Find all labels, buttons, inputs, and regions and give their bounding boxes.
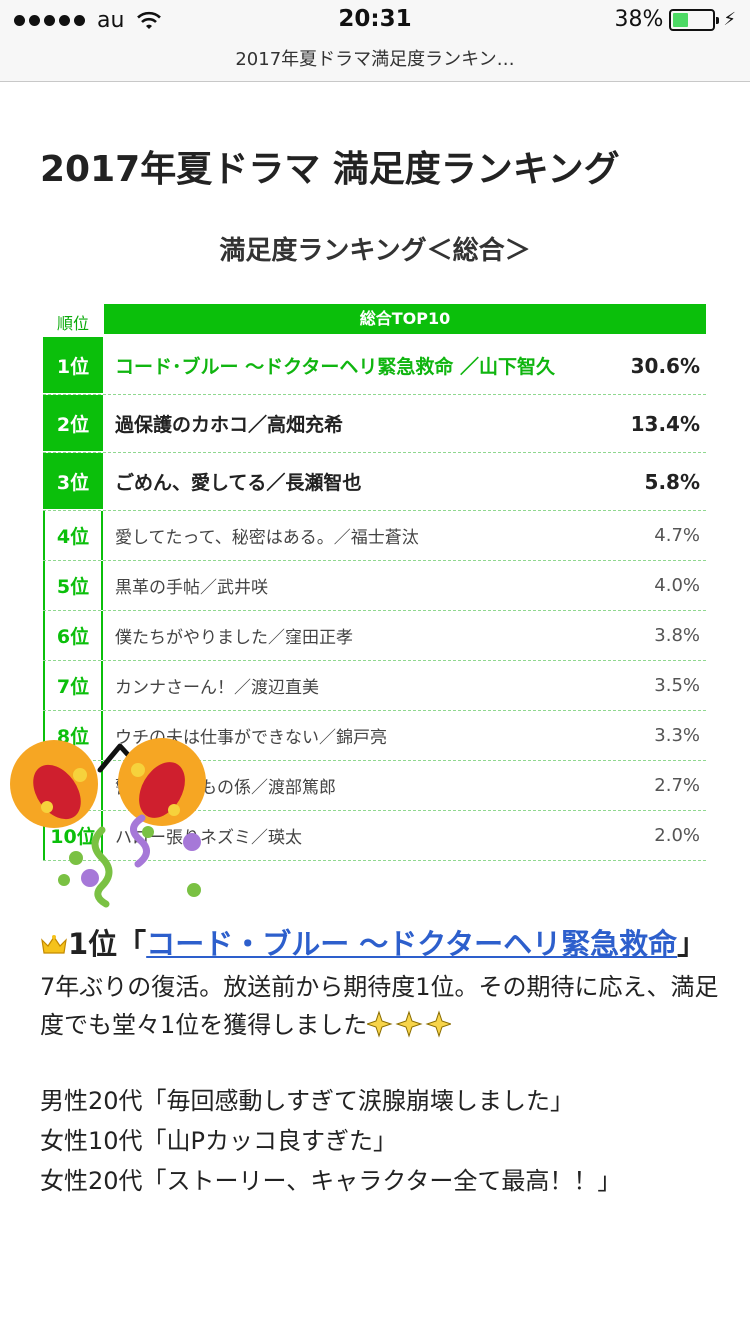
rank-label: 7位: [43, 661, 103, 710]
ranking-table-header: 順位 総合TOP10: [40, 304, 710, 334]
quote-1: 男性20代「毎回感動しすぎて涙腺崩壊しました」: [40, 1087, 575, 1115]
ranking-row: 6位 僕たちがやりました／窪田正孝 3.8%: [43, 611, 706, 661]
winner-description: 7年ぶりの復活。放送前から期待度1位。その期待に応え、満足度でも堂々1位を獲得し…: [40, 968, 720, 1044]
quote-3: 女性20代「ストーリー、キャラクター全て最高！！」: [40, 1167, 622, 1195]
satisfaction-percent: 3.5%: [654, 675, 700, 696]
satisfaction-percent: 4.0%: [654, 575, 700, 596]
browser-title-bar[interactable]: 2017年夏ドラマ満足度ランキン…: [0, 40, 750, 82]
battery-level: [673, 12, 688, 27]
drama-title: 愛してたって、秘密はある。／福士蒼汰: [115, 528, 419, 548]
ranking-row: 8位 ウチの夫は仕事ができない／錦戸亮 3.3%: [43, 711, 706, 761]
quote-2: 女性10代「山Pカッコ良すぎた」: [40, 1127, 398, 1155]
clock: 20:31: [338, 6, 412, 32]
party-popper-icon: [10, 738, 206, 908]
browser-page-title[interactable]: 2017年夏ドラマ満足度ランキン…: [235, 49, 515, 70]
drama-title: 僕たちがやりました／窪田正孝: [115, 628, 353, 648]
winner-rank-prefix: 1位「: [68, 927, 147, 961]
ranking-row: 4位 愛してたって、秘密はある。／福士蒼汰 4.7%: [43, 511, 706, 561]
satisfaction-percent: 30.6%: [630, 353, 700, 378]
description-text: 7年ぶりの復活。放送前から期待度1位。その期待に応え、満足度でも堂々1位を獲得し…: [40, 973, 719, 1039]
ranking-row: 3位 ごめん、愛してる／長瀬智也 5.8%: [43, 453, 706, 511]
ranking-row: 7位 カンナさーん！／渡辺直美 3.5%: [43, 661, 706, 711]
charging-icon: ⚡: [723, 9, 736, 30]
rank-label: 5位: [43, 561, 103, 610]
status-right: 38% ⚡: [614, 7, 736, 32]
drama-title: ウチの夫は仕事ができない／錦戸亮: [115, 728, 387, 748]
drama-title: ごめん、愛してる／長瀬智也: [115, 472, 362, 494]
crown-icon: [41, 935, 67, 954]
satisfaction-percent: 3.8%: [654, 625, 700, 646]
status-bar: au 20:31 38% ⚡: [0, 0, 750, 40]
satisfaction-percent: 2.7%: [654, 775, 700, 796]
drama-title: 黒革の手帖／武井咲: [115, 578, 268, 598]
drama-title: カンナさーん！／渡辺直美: [115, 678, 319, 698]
satisfaction-percent: 2.0%: [654, 825, 700, 846]
status-left: au: [14, 8, 162, 33]
page-title: 2017年夏ドラマ 満足度ランキング: [40, 149, 620, 190]
winner-heading: 1位「コード・ブルー 〜ドクターヘリ緊急救命」: [40, 922, 720, 966]
battery-percent: 38%: [614, 7, 664, 32]
battery-icon: [669, 8, 720, 31]
ranking-heading: 満足度ランキング＜総合＞: [219, 236, 531, 266]
rank-label: 1位: [43, 337, 103, 394]
rank-label: 2位: [43, 395, 103, 452]
carrier-name: au: [97, 8, 125, 33]
top10-column-header: 総合TOP10: [104, 304, 706, 334]
rank-label: 4位: [43, 511, 103, 560]
drama-title: ハロー張りネズミ／瑛太: [115, 828, 302, 848]
satisfaction-percent: 5.8%: [644, 469, 700, 494]
ranking-table-image: 満足度ランキング＜総合＞ 順位 総合TOP10 1位 コード･ブルー 〜ドクターヘ…: [10, 222, 710, 908]
winner-section: 1位「コード・ブルー 〜ドクターヘリ緊急救命」 7年ぶりの復活。放送前から期待度…: [40, 922, 720, 1200]
ranking-row: 5位 黒革の手帖／武井咲 4.0%: [43, 561, 706, 611]
winner-title-link[interactable]: コード・ブルー 〜ドクターヘリ緊急救命: [146, 927, 678, 961]
rank-label: 3位: [43, 453, 103, 510]
satisfaction-percent: 13.4%: [630, 411, 700, 436]
satisfaction-percent: 4.7%: [654, 525, 700, 546]
wifi-icon: [137, 11, 162, 29]
winner-heading-suffix: 」: [677, 927, 707, 961]
ranking-rows: 1位 コード･ブルー 〜ドクターヘリ緊急救命 ／山下智久 30.6% 2位 過保護のカホ…: [43, 337, 706, 861]
ranking-row: 1位 コード･ブルー 〜ドクターヘリ緊急救命 ／山下智久 30.6%: [43, 337, 706, 395]
rank-label: 6位: [43, 611, 103, 660]
drama-title: コード･ブルー 〜ドクターヘリ緊急救命 ／山下智久: [115, 356, 555, 378]
signal-strength-icon: [14, 15, 85, 26]
drama-title: 過保護のカホコ／高畑充希: [115, 414, 344, 436]
ranking-row: 2位 過保護のカホコ／高畑充希 13.4%: [43, 395, 706, 453]
satisfaction-percent: 3.3%: [654, 725, 700, 746]
sparkles-icon: [367, 1010, 452, 1038]
rank-column-header: 順位: [56, 314, 89, 333]
